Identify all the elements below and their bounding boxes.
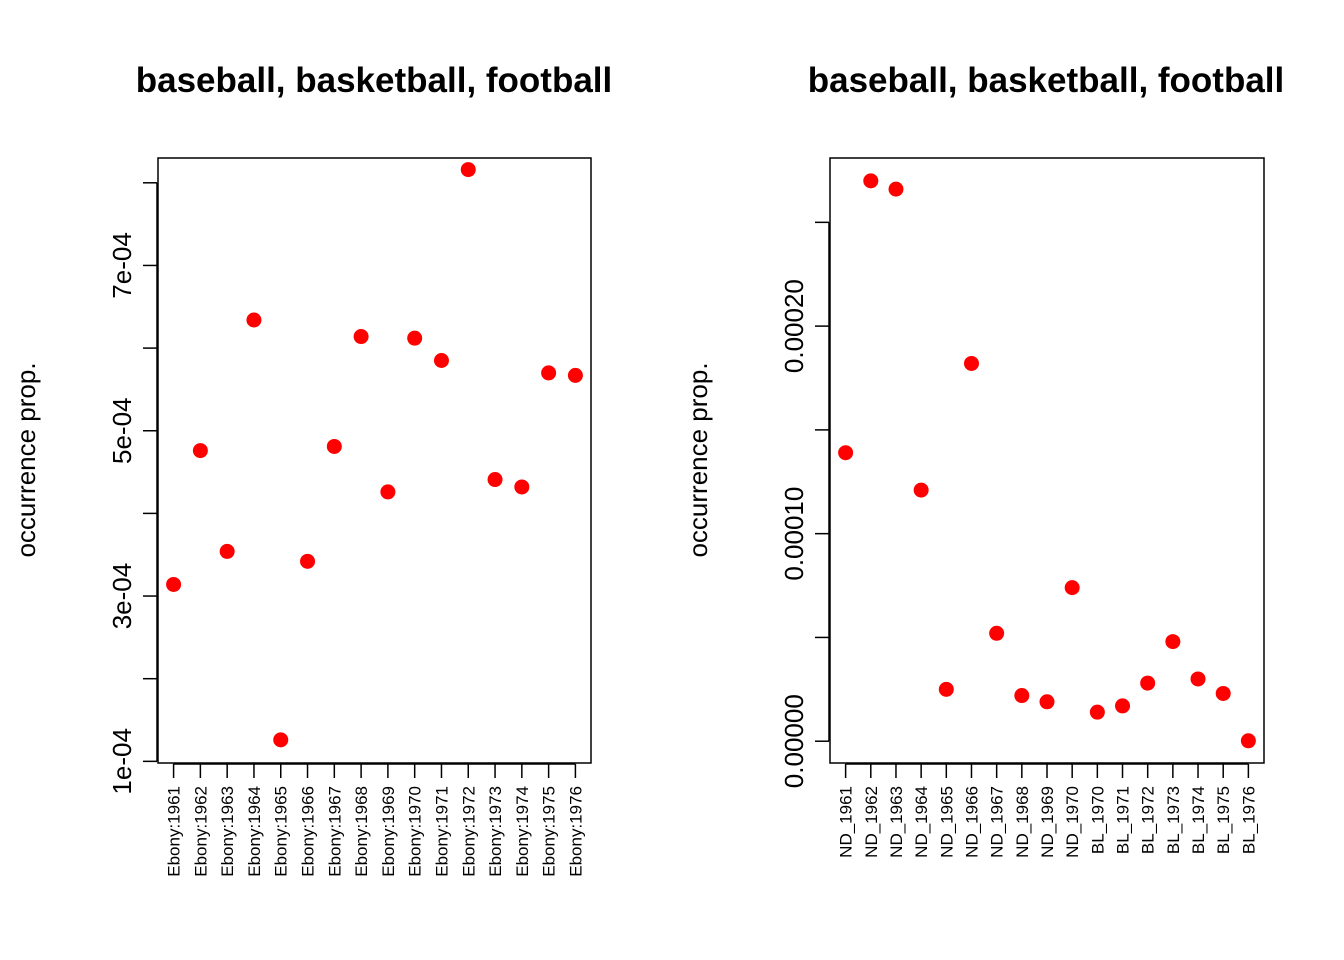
data-point — [246, 312, 262, 328]
y-axis-label: occurrence prop. — [11, 362, 41, 557]
data-point — [888, 181, 904, 197]
data-point — [938, 681, 954, 697]
plot-frame — [829, 157, 1265, 764]
data-point — [1165, 634, 1181, 650]
x-tick-label: Ebony:1975 — [540, 786, 559, 877]
data-points — [166, 162, 583, 748]
y-tick-label: 7e-04 — [107, 232, 137, 299]
data-point — [380, 484, 396, 500]
x-tick-label: Ebony:1971 — [432, 786, 451, 877]
x-tick-label: ND_1969 — [1038, 786, 1057, 858]
data-point — [487, 472, 503, 488]
x-tick-label: ND_1963 — [887, 786, 906, 858]
x-tick-label: BL_1973 — [1164, 786, 1183, 854]
data-point — [913, 482, 929, 498]
data-point — [838, 445, 854, 461]
chart-title: baseball, basketball, football — [136, 61, 613, 100]
y-axis: 1e-04 3e-04 5e-04 7e-04 — [107, 182, 158, 795]
x-tick-label: Ebony:1965 — [272, 786, 291, 877]
data-point — [514, 479, 530, 495]
x-tick-label: Ebony:1966 — [299, 786, 318, 877]
x-tick-label: BL_1975 — [1214, 786, 1233, 854]
data-point — [1190, 671, 1206, 687]
data-point — [1064, 580, 1080, 596]
data-point — [1014, 688, 1030, 704]
data-point — [433, 352, 449, 368]
x-tick-label: ND_1965 — [937, 786, 956, 858]
x-tick-label: Ebony:1972 — [459, 786, 478, 877]
data-point — [300, 553, 316, 569]
data-point — [541, 365, 557, 381]
y-tick-label: 5e-04 — [107, 397, 137, 464]
data-point — [863, 173, 879, 189]
y-tick-label: 0.00000 — [779, 694, 809, 788]
x-tick-label: Ebony:1976 — [566, 786, 585, 877]
x-tick-label: Ebony:1964 — [245, 786, 264, 877]
y-tick-label: 0.00010 — [779, 487, 809, 581]
x-axis: ND_1961 ND_1962 ND_1963 ND_1964 ND_1965 ND_19… — [837, 763, 1258, 858]
data-point — [1089, 704, 1105, 720]
data-point — [326, 438, 342, 454]
x-tick-label: Ebony:1973 — [486, 786, 505, 877]
data-points — [838, 173, 1256, 749]
x-tick-label: Ebony:1970 — [406, 786, 425, 877]
y-tick-label: 3e-04 — [107, 563, 137, 630]
data-point — [1140, 675, 1156, 691]
data-point — [219, 543, 235, 559]
x-tick-label: Ebony:1967 — [325, 786, 344, 877]
data-point — [460, 162, 476, 178]
x-tick-label: BL_1971 — [1114, 786, 1133, 854]
x-tick-label: ND_1967 — [988, 786, 1007, 858]
data-point — [1215, 685, 1231, 701]
y-axis-label: occurrence prop. — [683, 362, 713, 557]
chart-title: baseball, basketball, football — [808, 61, 1285, 100]
y-tick-label: 0.00020 — [779, 279, 809, 373]
data-point — [407, 330, 423, 346]
x-tick-label: ND_1964 — [912, 786, 931, 858]
x-tick-label: Ebony:1963 — [218, 786, 237, 877]
data-point — [1115, 698, 1131, 714]
x-tick-label: Ebony:1968 — [352, 786, 371, 877]
data-point — [1240, 733, 1256, 749]
data-point — [1039, 694, 1055, 710]
data-point — [192, 443, 208, 459]
y-tick-label: 1e-04 — [107, 728, 137, 795]
y-axis: 0.00000 0.00010 0.00020 — [779, 221, 830, 788]
data-point — [166, 576, 182, 592]
x-tick-label: ND_1966 — [962, 786, 981, 858]
x-tick-label: BL_1972 — [1139, 786, 1158, 854]
data-point — [353, 329, 369, 345]
chart-panel-right: baseball, basketball, football occurrenc… — [683, 61, 1284, 858]
x-tick-label: Ebony:1974 — [513, 786, 532, 877]
data-point — [567, 367, 583, 383]
x-tick-label: Ebony:1961 — [165, 786, 184, 877]
x-tick-label: BL_1974 — [1189, 786, 1208, 854]
x-tick-label: Ebony:1962 — [191, 786, 210, 877]
x-tick-label: ND_1968 — [1013, 786, 1032, 858]
data-point — [989, 625, 1005, 641]
x-tick-label: BL_1976 — [1239, 786, 1258, 854]
plot-frame — [157, 157, 592, 764]
x-tick-label: Ebony:1969 — [379, 786, 398, 877]
data-point — [273, 732, 289, 748]
chart-panel-left: baseball, basketball, football occurrenc… — [11, 61, 612, 877]
x-axis: Ebony:1961 Ebony:1962 Ebony:1963 Ebony:1964… — [165, 763, 585, 877]
x-tick-label: BL_1970 — [1088, 786, 1107, 854]
x-tick-label: ND_1970 — [1063, 786, 1082, 858]
x-tick-label: ND_1962 — [862, 786, 881, 858]
x-tick-label: ND_1961 — [837, 786, 856, 858]
data-point — [963, 355, 979, 371]
